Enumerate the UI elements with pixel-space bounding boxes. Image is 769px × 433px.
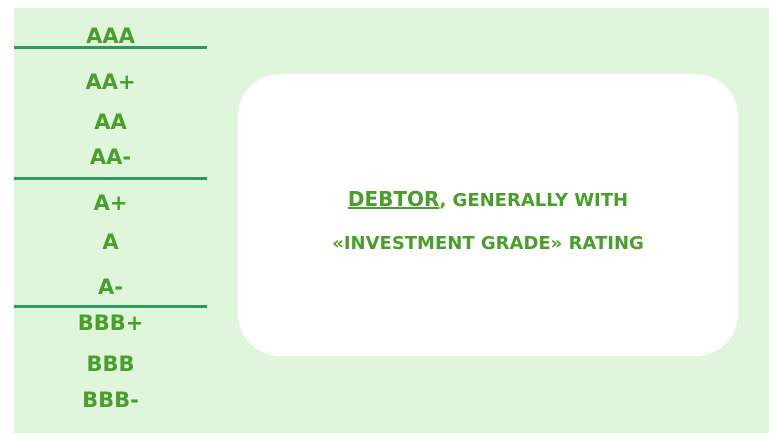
card-text: «INVESTMENT GRADE» RATING <box>332 233 644 254</box>
rating: AA- <box>89 145 132 169</box>
rating: AA <box>94 110 127 134</box>
separator <box>14 46 207 49</box>
rating: A+ <box>93 191 128 215</box>
rating: BBB- <box>82 388 139 412</box>
rating: BBB <box>86 352 135 376</box>
rating: AAA <box>86 24 135 48</box>
separator <box>14 177 207 180</box>
card-text: , GENERALLY WITH <box>439 190 629 211</box>
rating: A <box>102 230 119 254</box>
separator <box>14 305 207 308</box>
card-line: DEBTOR, GENERALLY WITH <box>238 187 738 213</box>
card-lead: DEBTOR <box>347 187 440 211</box>
rating: BBB+ <box>77 311 144 335</box>
rating: AA+ <box>85 70 136 94</box>
rating: A- <box>98 275 123 299</box>
card <box>238 74 738 356</box>
